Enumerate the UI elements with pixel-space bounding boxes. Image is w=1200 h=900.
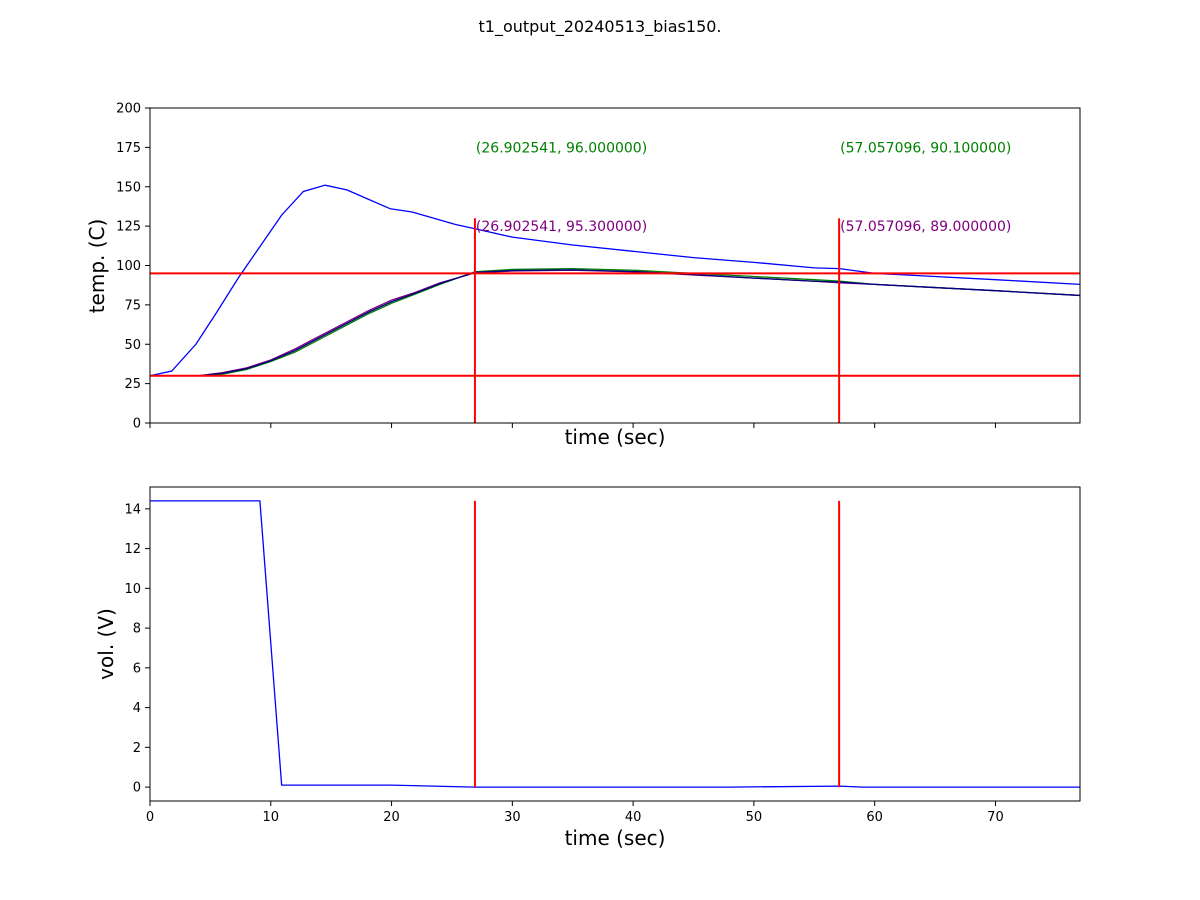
voltage-ytick-label: 8 xyxy=(133,622,141,637)
voltage-xtick-label: 10 xyxy=(263,810,280,825)
voltage-plot: 0 2 4 6 8 10 12 14 0 10 20 30 40 50 60 70 time (sec) vo… xyxy=(94,486,1081,850)
voltage-plot-marks xyxy=(150,500,1080,788)
voltage-plot-ticks: 0 2 4 6 8 10 12 14 0 10 20 30 40 50 60 70 xyxy=(124,502,1003,825)
voltage-ytick-label: 0 xyxy=(133,781,141,796)
temperature-series-line-4 xyxy=(150,269,1081,377)
temperature-plot-annotations: (26.902541, 96.000000) (57.057096, 90.100… xyxy=(476,140,1011,235)
voltage-plot-ylabel: vol. (V) xyxy=(94,608,118,680)
temperature-ytick-label: 75 xyxy=(124,298,141,313)
voltage-ytick-label: 10 xyxy=(124,582,141,597)
voltage-xtick-label: 40 xyxy=(625,810,642,825)
temperature-annotation-2: (57.057096, 90.100000) xyxy=(840,140,1011,156)
voltage-ytick-label: 4 xyxy=(133,701,141,716)
voltage-xtick-label: 70 xyxy=(987,810,1004,825)
temperature-ytick-label: 150 xyxy=(116,180,141,195)
voltage-ytick-label: 14 xyxy=(124,502,141,517)
voltage-xtick-label: 30 xyxy=(504,810,521,825)
temperature-plot: 0 25 50 75 100 125 150 175 200 (26.902541, 96.00… xyxy=(85,102,1081,449)
voltage-xtick-label: 60 xyxy=(866,810,883,825)
voltage-plot-xlabel: time (sec) xyxy=(565,826,666,850)
temperature-annotation-1: (26.902541, 96.000000) xyxy=(476,140,647,156)
figure-title: t1_output_20240513_bias150. xyxy=(478,17,721,37)
voltage-ytick-label: 2 xyxy=(133,741,141,756)
temperature-ytick-label: 0 xyxy=(133,417,141,432)
voltage-ytick-label: 6 xyxy=(133,661,141,676)
temperature-ytick-label: 200 xyxy=(116,102,141,117)
voltage-ytick-label: 12 xyxy=(124,542,141,557)
temperature-ytick-label: 100 xyxy=(116,259,141,274)
temperature-annotation-4: (57.057096, 89.000000) xyxy=(840,219,1011,235)
voltage-xtick-label: 50 xyxy=(746,810,763,825)
temperature-plot-ticks: 0 25 50 75 100 125 150 175 200 xyxy=(116,102,996,432)
temperature-ytick-label: 25 xyxy=(124,377,141,392)
temperature-plot-marks xyxy=(149,184,1081,423)
voltage-xtick-label: 0 xyxy=(146,810,154,825)
temperature-series-line-1 xyxy=(149,184,1081,377)
temperature-ytick-label: 50 xyxy=(124,338,141,353)
voltage-xtick-label: 20 xyxy=(383,810,400,825)
temperature-ytick-label: 175 xyxy=(116,141,141,156)
temperature-ytick-label: 125 xyxy=(116,220,141,235)
voltage-series-line-1 xyxy=(150,500,1080,788)
voltage-plot-frame xyxy=(149,486,1081,802)
temperature-annotation-3: (26.902541, 95.300000) xyxy=(476,219,647,235)
temperature-plot-ylabel: temp. (C) xyxy=(85,219,109,314)
temperature-plot-xlabel: time (sec) xyxy=(565,425,666,449)
